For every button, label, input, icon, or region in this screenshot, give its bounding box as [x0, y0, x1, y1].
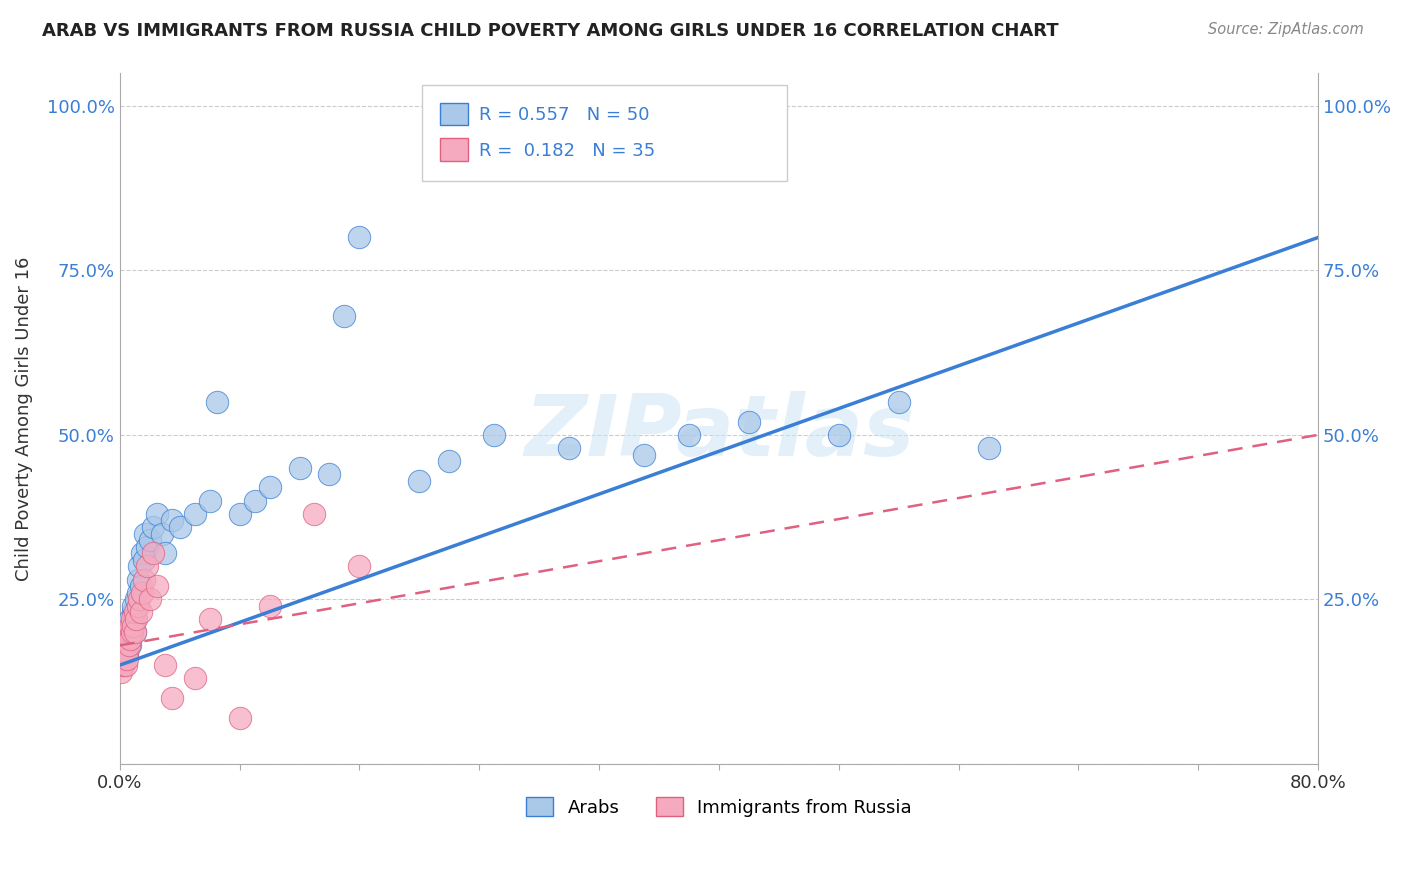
Point [160, 513, 183, 527]
Point [111, 658, 134, 673]
Point [127, 573, 149, 587]
Point [132, 573, 155, 587]
Point [124, 625, 146, 640]
Point [183, 507, 205, 521]
Point [198, 612, 221, 626]
Point [205, 395, 228, 409]
Point [131, 546, 153, 560]
Point [146, 579, 169, 593]
Point [120, 612, 142, 626]
Point [114, 639, 136, 653]
Point [120, 618, 142, 632]
Point [349, 559, 371, 574]
Point [110, 665, 132, 679]
Point [160, 691, 183, 706]
Point [118, 625, 141, 640]
Point [132, 553, 155, 567]
Point [121, 625, 143, 640]
Point [228, 507, 250, 521]
Point [828, 428, 851, 442]
Point [146, 507, 169, 521]
Point [112, 651, 135, 665]
Point [304, 507, 326, 521]
Point [142, 546, 165, 560]
Point [198, 493, 221, 508]
Point [678, 428, 700, 442]
Point [118, 632, 141, 646]
Text: R = 0.557   N = 50: R = 0.557 N = 50 [479, 106, 650, 124]
Text: Source: ZipAtlas.com: Source: ZipAtlas.com [1208, 22, 1364, 37]
Point [288, 460, 311, 475]
Point [142, 520, 165, 534]
Point [349, 230, 371, 244]
Point [121, 625, 143, 640]
Point [633, 448, 655, 462]
Point [120, 632, 142, 646]
Point [112, 651, 135, 665]
Point [127, 599, 149, 613]
Point [120, 639, 142, 653]
Point [124, 606, 146, 620]
Text: ZIPatlas: ZIPatlas [524, 391, 914, 474]
Point [115, 651, 138, 665]
Point [122, 599, 145, 613]
Text: R =  0.182   N = 35: R = 0.182 N = 35 [479, 142, 655, 160]
Legend: Arabs, Immigrants from Russia: Arabs, Immigrants from Russia [519, 790, 920, 824]
Point [125, 592, 148, 607]
Point [111, 658, 134, 673]
Point [127, 586, 149, 600]
Point [129, 579, 152, 593]
Point [738, 415, 761, 429]
Point [135, 559, 157, 574]
Point [439, 454, 461, 468]
Point [138, 533, 160, 548]
Point [121, 618, 143, 632]
Point [114, 639, 136, 653]
Point [259, 481, 281, 495]
Point [122, 606, 145, 620]
Point [124, 612, 146, 626]
Point [115, 645, 138, 659]
Point [153, 546, 176, 560]
Point [129, 606, 152, 620]
Point [259, 599, 281, 613]
Point [131, 586, 153, 600]
Point [228, 711, 250, 725]
Point [124, 625, 146, 640]
Point [128, 559, 150, 574]
Point [887, 395, 910, 409]
Point [125, 612, 148, 626]
Point [121, 612, 143, 626]
Point [135, 540, 157, 554]
Point [115, 645, 138, 659]
Point [153, 658, 176, 673]
Point [243, 493, 266, 508]
Point [138, 592, 160, 607]
Y-axis label: Child Poverty Among Girls Under 16: Child Poverty Among Girls Under 16 [15, 256, 32, 581]
Point [183, 671, 205, 685]
Point [318, 467, 340, 482]
Text: ARAB VS IMMIGRANTS FROM RUSSIA CHILD POVERTY AMONG GIRLS UNDER 16 CORRELATION CH: ARAB VS IMMIGRANTS FROM RUSSIA CHILD POV… [42, 22, 1059, 40]
Point [114, 658, 136, 673]
Point [128, 592, 150, 607]
Point [118, 625, 141, 640]
Point [558, 441, 581, 455]
Point [484, 428, 506, 442]
Point [150, 526, 173, 541]
Point [408, 474, 430, 488]
Point [134, 526, 156, 541]
Point [112, 645, 135, 659]
Point [977, 441, 1000, 455]
Point [169, 520, 191, 534]
Point [333, 310, 356, 324]
Point [122, 618, 145, 632]
Point [118, 639, 141, 653]
